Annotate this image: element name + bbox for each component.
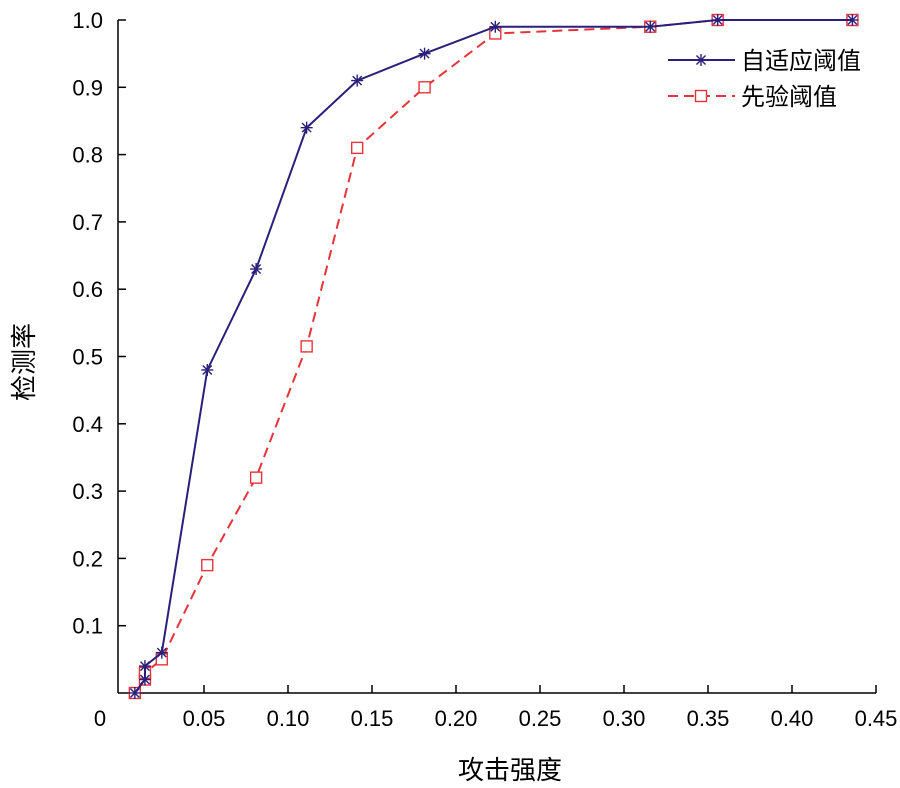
- asterisk-marker: [711, 14, 724, 26]
- asterisk-marker: [300, 121, 313, 134]
- square-marker: [350, 141, 364, 155]
- x-tick-label: 0.45: [855, 706, 898, 731]
- square-marker: [300, 340, 313, 353]
- x-tick-label: 0.35: [687, 706, 730, 731]
- asterisk-marker: [138, 673, 151, 686]
- legend-item: 自适应阈值: [668, 47, 861, 75]
- x-tick-label: 0.40: [771, 706, 814, 731]
- series-prior-threshold: [128, 13, 859, 700]
- asterisk-marker: [489, 20, 502, 33]
- x-axis-title: 攻击强度: [458, 756, 562, 786]
- square-marker: [418, 81, 431, 94]
- legend-label: 先验阈值: [741, 83, 837, 111]
- asterisk-marker: [846, 14, 859, 26]
- x-tick-label: 0.10: [267, 706, 310, 731]
- y-tick-label: 0.7: [72, 210, 103, 235]
- y-tick-label: 1.0: [72, 8, 103, 33]
- x-tick-label: 0.05: [183, 706, 226, 731]
- x-tick-label: 0.25: [519, 706, 562, 731]
- x-tick-label: 0: [94, 706, 106, 731]
- x-tick-label: 0.20: [435, 706, 478, 731]
- asterisk-marker: [250, 263, 263, 276]
- x-axis-ticks: 0 0.05 0.10 0.15 0.20 0.25 0.30 0.35 0.40 0.45: [94, 685, 898, 731]
- square-marker: [694, 89, 708, 103]
- y-tick-label: 0.8: [72, 143, 103, 168]
- asterisk-marker: [644, 20, 657, 33]
- legend-label: 自适应阈值: [741, 47, 861, 75]
- axes: [117, 20, 876, 694]
- asterisk-marker: [695, 54, 707, 66]
- legend-item: 先验阈值: [668, 83, 837, 111]
- series-line: [134, 19, 853, 694]
- asterisk-marker: [201, 363, 214, 376]
- asterisk-marker: [128, 687, 141, 699]
- y-tick-label: 0.9: [72, 75, 103, 100]
- x-tick-label: 0.30: [603, 706, 646, 731]
- y-tick-label: 0.1: [72, 614, 103, 639]
- asterisk-marker: [418, 47, 431, 60]
- y-axis-title: 检测率: [10, 323, 40, 401]
- square-marker: [249, 471, 263, 484]
- series-layer: [128, 13, 859, 700]
- y-tick-label: 0.4: [72, 412, 103, 437]
- y-tick-label: 0.2: [72, 546, 103, 571]
- y-tick-label: 0.3: [72, 479, 103, 504]
- y-tick-label: 0.5: [72, 345, 103, 370]
- asterisk-marker: [155, 646, 168, 659]
- series-adaptive-threshold: [128, 14, 859, 699]
- asterisk-marker: [138, 660, 151, 673]
- y-tick-label: 0.6: [72, 277, 103, 302]
- series-line: [134, 19, 853, 694]
- y-axis-ticks: 0.1 0.2 0.3 0.4 0.5 0.6 0.7 0.8 0.9 1.0: [72, 8, 126, 639]
- x-tick-label: 0.15: [351, 706, 394, 731]
- asterisk-marker: [351, 74, 364, 87]
- square-marker: [201, 558, 214, 572]
